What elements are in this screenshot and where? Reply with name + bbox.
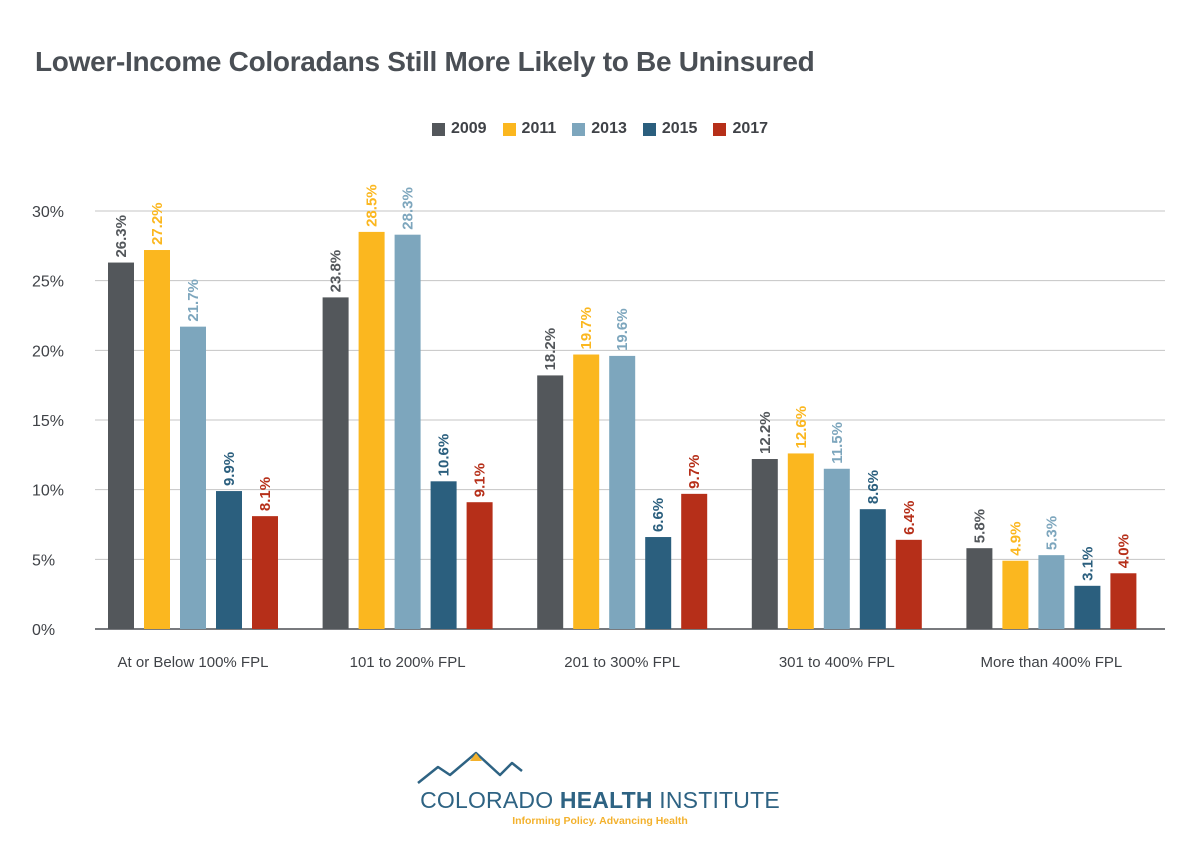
legend-item-2017: 2017 (713, 120, 768, 138)
bar-2017 (466, 502, 493, 629)
mountain-logo-icon (417, 751, 523, 784)
bar-2015 (645, 537, 672, 629)
legend-swatch (502, 122, 516, 136)
legend-swatch (431, 122, 445, 136)
bar-2009 (537, 375, 564, 629)
legend-swatch (572, 122, 586, 136)
x-category-label: At or Below 100% FPL (118, 654, 269, 671)
y-tick-label: 0% (32, 622, 55, 639)
data-label: 12.2% (757, 411, 774, 454)
legend-item-2009: 2009 (431, 120, 487, 138)
y-tick-label: 5% (32, 552, 55, 569)
bar-2009 (966, 548, 993, 629)
y-tick-label: 20% (32, 343, 64, 360)
bar-2009 (322, 297, 349, 629)
bar-2011 (1002, 560, 1029, 629)
bar-2013 (823, 468, 850, 629)
bar-2011 (573, 354, 600, 629)
y-tick-label: 30% (32, 204, 64, 221)
legend-item-2013: 2013 (572, 120, 627, 138)
bar-2011 (787, 453, 814, 629)
data-label: 21.7% (185, 279, 202, 322)
data-label: 9.9% (221, 452, 238, 486)
data-label: 8.1% (257, 477, 274, 511)
legend-swatch (642, 122, 656, 136)
legend-item-2015: 2015 (642, 120, 698, 138)
data-label: 27.2% (149, 202, 166, 245)
logo-tagline: Informing Policy. Advancing Health (512, 815, 688, 827)
bar-2015 (859, 509, 886, 629)
bar-2009 (108, 262, 134, 629)
data-label: 10.6% (436, 434, 453, 477)
data-label: 19.6% (614, 308, 631, 351)
data-label: 6.6% (650, 498, 667, 532)
data-label: 9.1% (472, 463, 489, 497)
data-label: 26.3% (113, 215, 130, 258)
data-label: 6.4% (901, 501, 918, 535)
legend-label: 2017 (732, 120, 769, 137)
bar-2015 (1074, 585, 1101, 629)
data-label: 5.8% (971, 509, 988, 543)
bar-2013 (609, 355, 636, 629)
data-label: 4.0% (1115, 534, 1132, 568)
chart-legend: 2009 2011 2013 2015 2017 (0, 120, 1200, 138)
legend-label: 2009 (450, 120, 487, 137)
data-label: 4.9% (1007, 522, 1024, 556)
data-label: 11.5% (829, 422, 846, 464)
bar-2013 (180, 326, 206, 629)
data-label: 3.1% (1079, 547, 1096, 581)
x-category-label: 101 to 200% FPL (350, 654, 466, 671)
bar-2013 (394, 234, 421, 630)
legend-swatch (713, 122, 727, 136)
x-category-label: More than 400% FPL (981, 654, 1123, 671)
bar-2017 (1110, 573, 1137, 629)
legend-label: 2015 (661, 120, 698, 137)
data-label: 12.6% (793, 406, 810, 449)
data-label: 9.7% (686, 455, 703, 489)
data-label: 5.3% (1043, 516, 1060, 550)
bar-2009 (751, 459, 778, 629)
bar-2017 (252, 516, 278, 629)
y-tick-label: 15% (32, 413, 64, 430)
legend-label: 2011 (521, 120, 557, 137)
logo-name: COLORADO HEALTH INSTITUTE (420, 787, 780, 813)
bar-chart: 0% 5% 10% 15% 20% 25% 30% At or Below 100% FPL 2… (32, 184, 1165, 671)
chart-title: Lower-Income Coloradans Still More Likel… (35, 46, 815, 77)
data-label: 8.6% (865, 470, 882, 504)
bar-2015 (216, 491, 242, 629)
y-tick-label: 10% (32, 483, 64, 500)
bar-2011 (358, 231, 385, 629)
data-label: 23.8% (328, 250, 345, 293)
bar-2011 (144, 250, 170, 629)
data-label: 28.5% (364, 184, 381, 227)
legend-label: 2013 (591, 120, 627, 137)
data-label: 28.3% (400, 187, 417, 230)
x-category-label: 301 to 400% FPL (779, 654, 895, 671)
colorado-health-institute-logo: COLORADO HEALTH INSTITUTE Informing Poli… (400, 745, 800, 835)
bar-2015 (430, 481, 457, 629)
bar-2017 (895, 539, 922, 629)
legend-item-2011: 2011 (502, 120, 557, 138)
y-tick-label: 25% (32, 274, 64, 291)
data-label: 18.2% (542, 328, 559, 371)
bar-2013 (1038, 555, 1065, 629)
bar-2017 (681, 493, 708, 629)
x-category-label: 201 to 300% FPL (564, 654, 680, 671)
data-label: 19.7% (578, 307, 595, 350)
